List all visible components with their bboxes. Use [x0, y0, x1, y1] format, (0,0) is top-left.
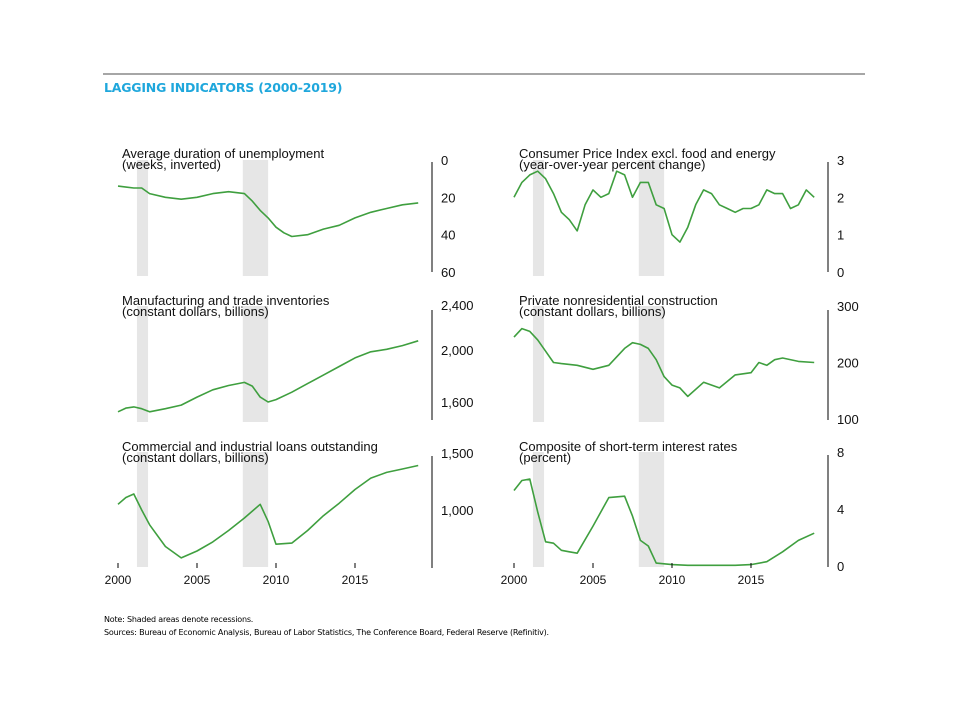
x-tick-label: 2010 — [659, 573, 686, 587]
y-tick-label: 1,500 — [441, 446, 474, 461]
chart-title: Composite of short-term interest rates — [519, 439, 738, 454]
chart-subtitle: (constant dollars, billions) — [122, 304, 269, 319]
y-tick-label: 1,000 — [441, 503, 474, 518]
x-tick-label: 2010 — [263, 573, 290, 587]
chart-title: Manufacturing and trade inventories — [122, 293, 330, 308]
x-tick-label: 2015 — [342, 573, 369, 587]
page-title: LAGGING INDICATORS (2000-2019) — [104, 80, 343, 95]
y-tick-label: 2 — [837, 190, 844, 205]
x-tick-label: 2000 — [105, 573, 132, 587]
recession-band — [136, 160, 149, 276]
y-tick-label: 3 — [837, 153, 844, 168]
chart-4: Private nonresidential construction(cons… — [513, 293, 859, 427]
footnotes: Note: Shaded areas denote recessions. So… — [104, 613, 549, 639]
x-tick-label: 2015 — [738, 573, 765, 587]
chart-title: Private nonresidential construction — [519, 293, 718, 308]
recession-band — [242, 452, 269, 567]
series-line — [513, 170, 815, 243]
y-tick-label: 0 — [837, 265, 844, 280]
note-text: Note: Shaded areas denote recessions. — [104, 615, 254, 624]
y-tick-label: 0 — [441, 153, 448, 168]
y-tick-label: 60 — [441, 265, 455, 280]
series-line — [117, 464, 419, 559]
chart-title: Average duration of unemployment — [122, 146, 324, 161]
x-tick-label: 2000 — [501, 573, 528, 587]
chart-title: Commercial and industrial loans outstand… — [122, 439, 378, 454]
series-line — [117, 185, 419, 238]
chart-2: Consumer Price Index excl. food and ener… — [513, 146, 844, 280]
y-tick-label: 20 — [441, 190, 455, 205]
chart-subtitle: (percent) — [519, 450, 571, 465]
chart-title: Consumer Price Index excl. food and ener… — [519, 146, 776, 161]
recession-band — [242, 306, 269, 422]
recession-band — [136, 306, 149, 422]
chart-5: Commercial and industrial loans outstand… — [105, 439, 474, 587]
recession-band — [638, 160, 665, 276]
y-tick-label: 1,600 — [441, 395, 474, 410]
y-tick-label: 200 — [837, 356, 859, 371]
x-tick-label: 2005 — [580, 573, 607, 587]
top-rule — [103, 73, 865, 75]
recession-band — [136, 452, 149, 567]
y-tick-label: 0 — [837, 559, 844, 574]
chart-subtitle: (weeks, inverted) — [122, 157, 221, 172]
recession-band — [532, 160, 545, 276]
y-tick-label: 300 — [837, 299, 859, 314]
chart-3: Manufacturing and trade inventories(cons… — [117, 293, 474, 422]
x-tick-label: 2005 — [184, 573, 211, 587]
recession-band — [638, 452, 665, 567]
recession-band — [532, 306, 545, 422]
chart-subtitle: (year-over-year percent change) — [519, 157, 705, 172]
chart-subtitle: (constant dollars, billions) — [519, 304, 666, 319]
y-tick-label: 2,400 — [441, 298, 474, 313]
chart-6: Composite of short-term interest rates(p… — [501, 439, 845, 587]
recession-band — [242, 160, 269, 276]
y-tick-label: 1 — [837, 228, 844, 243]
chart-subtitle: (constant dollars, billions) — [122, 450, 269, 465]
recession-band — [638, 306, 665, 422]
recession-band — [532, 452, 545, 567]
y-tick-label: 2,000 — [441, 343, 474, 358]
y-tick-label: 40 — [441, 228, 455, 243]
y-tick-label: 4 — [837, 502, 844, 517]
chart-1: Average duration of unemployment(weeks, … — [117, 146, 455, 280]
y-tick-label: 100 — [837, 412, 859, 427]
y-tick-label: 8 — [837, 445, 844, 460]
series-line — [513, 327, 815, 398]
series-line — [513, 478, 815, 567]
sources-text: Sources: Bureau of Economic Analysis, Bu… — [104, 628, 549, 637]
series-line — [117, 340, 419, 413]
